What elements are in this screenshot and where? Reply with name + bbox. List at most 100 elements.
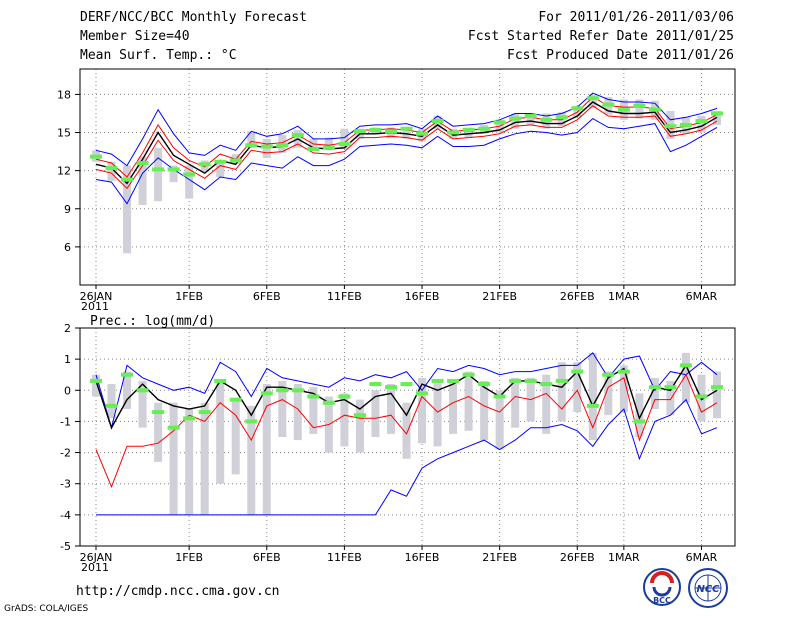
prec-ytick-label: -1 (60, 415, 71, 428)
temp-observed-mark (617, 107, 630, 112)
prec-plot-frame (79, 327, 736, 547)
temp-observed-mark (183, 172, 196, 177)
prec-series-lower_mean (95, 373, 718, 489)
prec-ytick-label: -5 (60, 540, 71, 553)
prec-observed-mark (229, 397, 242, 402)
prec-range-bar (418, 377, 427, 444)
prec-observed-mark (555, 378, 568, 383)
temp-observed-mark (679, 122, 692, 127)
temp-xtick-label: 6FEB (253, 290, 281, 303)
prec-range-bar (293, 384, 302, 441)
prec-observed-mark (648, 385, 661, 390)
temp-observed-mark (338, 141, 351, 146)
chart-title: DERF/NCC/BCC Monthly Forecast (80, 10, 307, 25)
prec-xtick-label: 1FEB (175, 551, 203, 564)
temp-ytick-label: 15 (57, 127, 71, 140)
ncc-logo-text: NCC (696, 584, 720, 595)
prec-range-bar (340, 393, 349, 447)
prec-range-bar (666, 380, 675, 416)
prec-range-bar (495, 390, 504, 450)
prec-observed-mark (353, 413, 366, 418)
temp-observed-mark (214, 159, 227, 164)
prec-range-bar (449, 380, 458, 434)
prec-xtick-label: 1MAR (608, 551, 640, 564)
temp-observed-mark (586, 96, 599, 101)
temp-observed-mark (524, 114, 537, 119)
prec-observed-mark (431, 378, 444, 383)
bcc-logo: BCC (643, 568, 681, 606)
temp-xtick-label: 1MAR (608, 290, 640, 303)
source-url[interactable]: http://cmdp.ncc.cma.gov.cn (76, 584, 280, 599)
prec-range-bar (247, 405, 256, 515)
prec-observed-mark (711, 385, 723, 390)
prec-range-bar (433, 380, 442, 447)
prec-ytick-label: -3 (60, 478, 71, 491)
ncc-logo: NCC (688, 568, 728, 608)
temp-range-bar (247, 131, 256, 148)
prec-range-bar (588, 352, 597, 441)
temp-observed-mark (384, 129, 397, 134)
prec-range-bar (278, 380, 287, 437)
prec-observed-mark (105, 403, 118, 408)
prec-range-bar (557, 362, 566, 422)
prec-range-bar (216, 380, 225, 484)
prec-observed-mark (478, 382, 491, 387)
temp-observed-mark (648, 107, 661, 112)
prec-ytick-label: 2 (64, 322, 71, 335)
temp-series-mean_lo (95, 105, 718, 190)
prec-observed-mark (493, 394, 506, 399)
prec-observed-mark (90, 378, 102, 383)
temp-observed-mark (602, 102, 615, 107)
temp-observed-mark (105, 166, 118, 171)
temp-ytick-label: 6 (64, 241, 71, 254)
temp-range-bar (138, 156, 147, 205)
temp-observed-mark (493, 120, 506, 125)
temp-ytick-label: 18 (57, 88, 71, 101)
temp-xtick-label: 1FEB (175, 290, 203, 303)
forecast-period: For 2011/01/26-2011/03/06 (538, 10, 734, 25)
temp-observed-mark (431, 119, 444, 124)
prec-ytick-label: -2 (60, 447, 71, 460)
temperature-label: Mean Surf. Temp.: °C (80, 48, 237, 63)
temp-range-bar (464, 127, 473, 138)
prec-range-bar (464, 371, 473, 431)
prec-observed-mark (369, 382, 382, 387)
temp-range-bar (697, 116, 706, 133)
temp-observed-mark (322, 145, 335, 150)
temp-series-mean (95, 101, 718, 185)
prec-xtick-label: 6MAR (686, 551, 718, 564)
prec-range-bar (511, 377, 520, 428)
temp-range-bar (340, 128, 349, 150)
prec-range-bar (619, 365, 628, 413)
prec-observed-mark (416, 391, 429, 396)
started-date: Fcst Started Refer Date 2011/01/25 (467, 29, 734, 44)
prec-observed-mark (384, 385, 397, 390)
prec-observed-mark (664, 385, 677, 390)
temp-observed-mark (121, 177, 134, 182)
prec-range-bar (231, 399, 240, 475)
temp-observed-mark (136, 161, 149, 166)
temp-xtick-label: 16FEB (405, 290, 440, 303)
prec-xtick-label: 26JAN (80, 551, 113, 564)
member-size: Member Size=40 (80, 29, 190, 44)
temp-observed-mark (291, 133, 304, 138)
temp-xtick-label: 26JAN (80, 290, 113, 303)
prec-range-bar (185, 408, 194, 515)
bcc-ncc-logos: BCC NCC (643, 568, 728, 608)
prec-range-bar (542, 374, 551, 434)
prec-observed-mark (400, 382, 413, 387)
temp-observed-mark (711, 111, 723, 116)
prec-observed-mark (571, 369, 584, 374)
precip-label: Prec.: log(mm/d) (90, 314, 216, 329)
prec-range-bar (402, 402, 411, 459)
prec-range-bar (604, 371, 613, 416)
prec-observed-mark (602, 372, 615, 377)
prec-observed-mark (633, 419, 646, 424)
prec-observed-mark (167, 425, 180, 430)
prec-range-bar (713, 371, 721, 419)
prec-observed-mark (307, 394, 320, 399)
temp-observed-mark (353, 129, 366, 134)
temp-xtick-year: 2011 (81, 300, 109, 313)
